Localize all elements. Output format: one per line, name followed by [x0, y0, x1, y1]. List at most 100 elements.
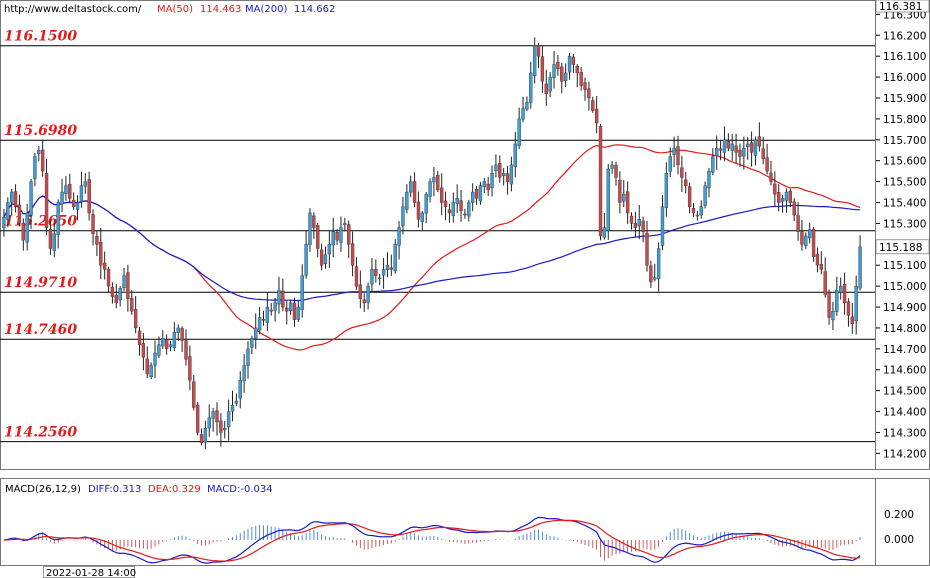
candle-body: [412, 181, 417, 203]
candle-body: [219, 420, 223, 433]
candle-body: [17, 204, 22, 224]
price-tick-label: 114.400: [883, 407, 926, 419]
candle-body: [141, 343, 146, 358]
candle-body: [172, 331, 177, 348]
candle-body: [71, 199, 76, 207]
candle-body: [672, 147, 676, 155]
candle-body: [474, 189, 479, 199]
candle-body: [742, 147, 746, 157]
candle-body: [625, 191, 630, 214]
candle-body: [44, 173, 49, 228]
candle-body: [567, 55, 572, 73]
candle-body: [804, 235, 808, 246]
candle-body: [153, 352, 157, 366]
candle-body: [99, 241, 103, 266]
candle-body: [548, 76, 552, 92]
candle-body: [145, 358, 149, 375]
price-tick-label: 115.600: [883, 156, 926, 168]
candle-body: [48, 229, 53, 249]
candle-body: [722, 139, 727, 153]
macd-tick-0: 0.000: [884, 534, 914, 546]
price-axis-top-label: 116.381: [879, 1, 922, 13]
candle-body: [157, 344, 161, 356]
candle-body: [389, 267, 393, 270]
candle-body: [180, 328, 184, 341]
candle-body: [269, 309, 273, 312]
candle-body: [79, 185, 84, 202]
macd-axis-frame: [875, 478, 930, 566]
candle-body: [110, 286, 115, 297]
candle-body: [637, 219, 641, 227]
price-tick-label: 114.700: [883, 344, 926, 356]
candle-body: [509, 164, 514, 185]
candle-body: [91, 214, 95, 235]
candle-body: [37, 150, 41, 154]
candle-body: [304, 244, 308, 276]
candle-body: [114, 295, 118, 304]
candle-body: [137, 330, 142, 345]
candle-body: [308, 212, 312, 246]
candle-body: [319, 249, 324, 266]
candle-body: [246, 348, 250, 366]
candle-body: [761, 148, 765, 159]
candle-body: [230, 405, 235, 412]
candle-body: [649, 265, 653, 283]
candle-body: [242, 365, 246, 382]
candle-body: [75, 202, 80, 210]
candle-body: [680, 167, 684, 178]
candle-body: [443, 200, 448, 207]
candle-body: [451, 202, 455, 216]
candle-body: [215, 410, 219, 423]
candle-body: [498, 163, 502, 178]
candle-body: [52, 233, 56, 251]
candle-body: [544, 83, 548, 95]
candle-body: [773, 183, 777, 195]
candle-body: [64, 185, 68, 194]
candle-body: [598, 125, 603, 237]
candle-body: [440, 187, 444, 203]
macd-diff-value: DIFF:0.313: [88, 484, 141, 495]
candlesticks: [2, 37, 862, 450]
ma200-label: MA(200): [245, 4, 287, 15]
candle-body: [622, 193, 626, 202]
candle-body: [207, 417, 211, 429]
candle-body: [668, 156, 672, 172]
macd-pane-frame: [0, 478, 876, 566]
candle-body: [432, 177, 436, 183]
candle-body: [505, 173, 510, 182]
candle-body: [777, 192, 781, 203]
candle-body: [811, 228, 816, 258]
price-tick-label: 114.300: [883, 427, 926, 439]
price-tick-label: 116.100: [883, 51, 926, 63]
price-tick-label: 116.200: [883, 30, 926, 42]
candle-body: [726, 141, 731, 149]
price-tick-label: 115.400: [883, 198, 926, 210]
candle-body: [161, 338, 165, 347]
candle-body: [366, 285, 370, 303]
candle-body: [494, 164, 498, 171]
candle-body: [316, 225, 320, 249]
candle-body: [199, 434, 204, 444]
level-label: 116.1500: [4, 29, 77, 45]
candle-body: [424, 193, 428, 214]
candle-body: [370, 269, 374, 285]
candle-body: [250, 338, 254, 348]
header-url[interactable]: http://www.deltastock.com/: [4, 4, 142, 15]
candle-body: [83, 181, 87, 187]
candle-body: [95, 235, 99, 245]
price-tick-label: 114.600: [883, 365, 926, 377]
candle-body: [211, 411, 215, 419]
candle-body: [428, 181, 432, 197]
candle-body: [300, 275, 304, 310]
macd-diff-line: [3, 516, 861, 564]
macd-dea-line: [3, 519, 861, 562]
candle-body: [699, 206, 703, 216]
candle-body: [839, 285, 843, 293]
candle-body: [823, 271, 827, 295]
macd-tick-0-2: 0.200: [884, 509, 914, 521]
candle-body: [587, 88, 591, 99]
candle-body: [234, 400, 239, 404]
candle-body: [339, 227, 343, 243]
candle-body: [629, 215, 634, 224]
candle-body: [393, 244, 397, 272]
